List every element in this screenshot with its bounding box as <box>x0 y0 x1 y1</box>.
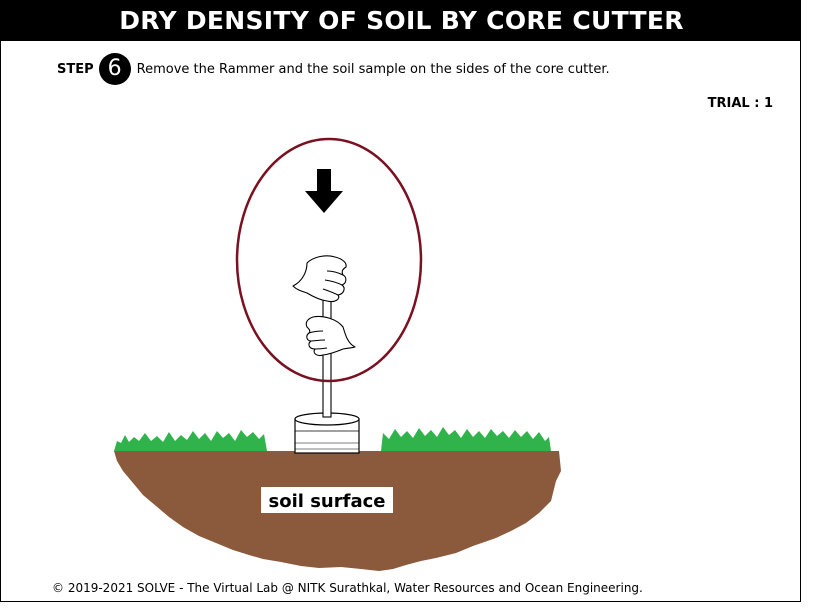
trial-indicator: TRIAL : 1 <box>707 96 773 111</box>
grass-left <box>114 430 267 451</box>
highlight-ellipse <box>235 137 423 383</box>
hand-icon-lower <box>305 315 356 357</box>
step-text: Remove the Rammer and the soil sample on… <box>136 61 610 77</box>
soil-surface-label: soil surface <box>269 491 386 512</box>
experiment-illustration: soil surface <box>114 137 561 571</box>
step-label: STEP <box>57 61 94 77</box>
down-arrow-icon <box>305 169 343 213</box>
step-instruction: STEP 6 Remove the Rammer and the soil sa… <box>57 53 610 85</box>
grass-right <box>381 427 551 451</box>
page-title: DRY DENSITY OF SOIL BY CORE CUTTER <box>1 1 800 41</box>
step-number-badge: 6 <box>98 53 131 85</box>
core-cutter <box>294 412 360 454</box>
hand-icon <box>292 255 347 303</box>
copyright-footer: © 2019-2021 SOLVE - The Virtual Lab @ NI… <box>52 581 643 595</box>
soil-label-box <box>261 487 393 513</box>
lab-frame: DRY DENSITY OF SOIL BY CORE CUTTER STEP … <box>0 0 801 602</box>
